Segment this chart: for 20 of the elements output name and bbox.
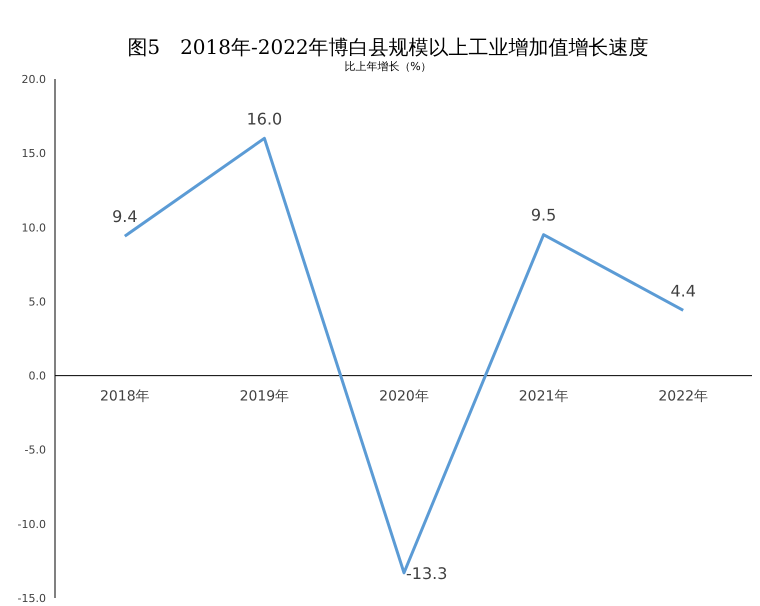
y-tick-label: 15.0	[22, 147, 46, 160]
y-axis-title: 比上年增长（%）	[344, 60, 432, 73]
y-tick-label: 5.0	[28, 295, 46, 308]
x-tick-label: 2019年	[240, 388, 290, 405]
x-tick-label: 2020年	[379, 388, 429, 405]
y-tick-label: 20.0	[22, 73, 46, 86]
y-tick-label: 0.0	[28, 370, 46, 383]
y-tick-label: -10.0	[18, 518, 46, 531]
x-tick-label: 2018年	[100, 388, 150, 405]
data-label: 4.4	[670, 281, 696, 300]
data-label: 9.4	[112, 207, 138, 226]
data-label: 9.5	[530, 206, 556, 225]
y-tick-label: -5.0	[24, 444, 46, 457]
data-label: 16.0	[246, 109, 282, 128]
x-tick-label: 2021年	[518, 388, 568, 405]
data-label: -13.3	[406, 564, 448, 583]
y-tick-label: 10.0	[22, 221, 46, 234]
y-tick-label: -15.0	[18, 592, 46, 605]
chart-title: 图5 2018年-2022年博白县规模以上工业增加值增长速度	[127, 35, 649, 59]
x-tick-label: 2022年	[658, 388, 708, 405]
